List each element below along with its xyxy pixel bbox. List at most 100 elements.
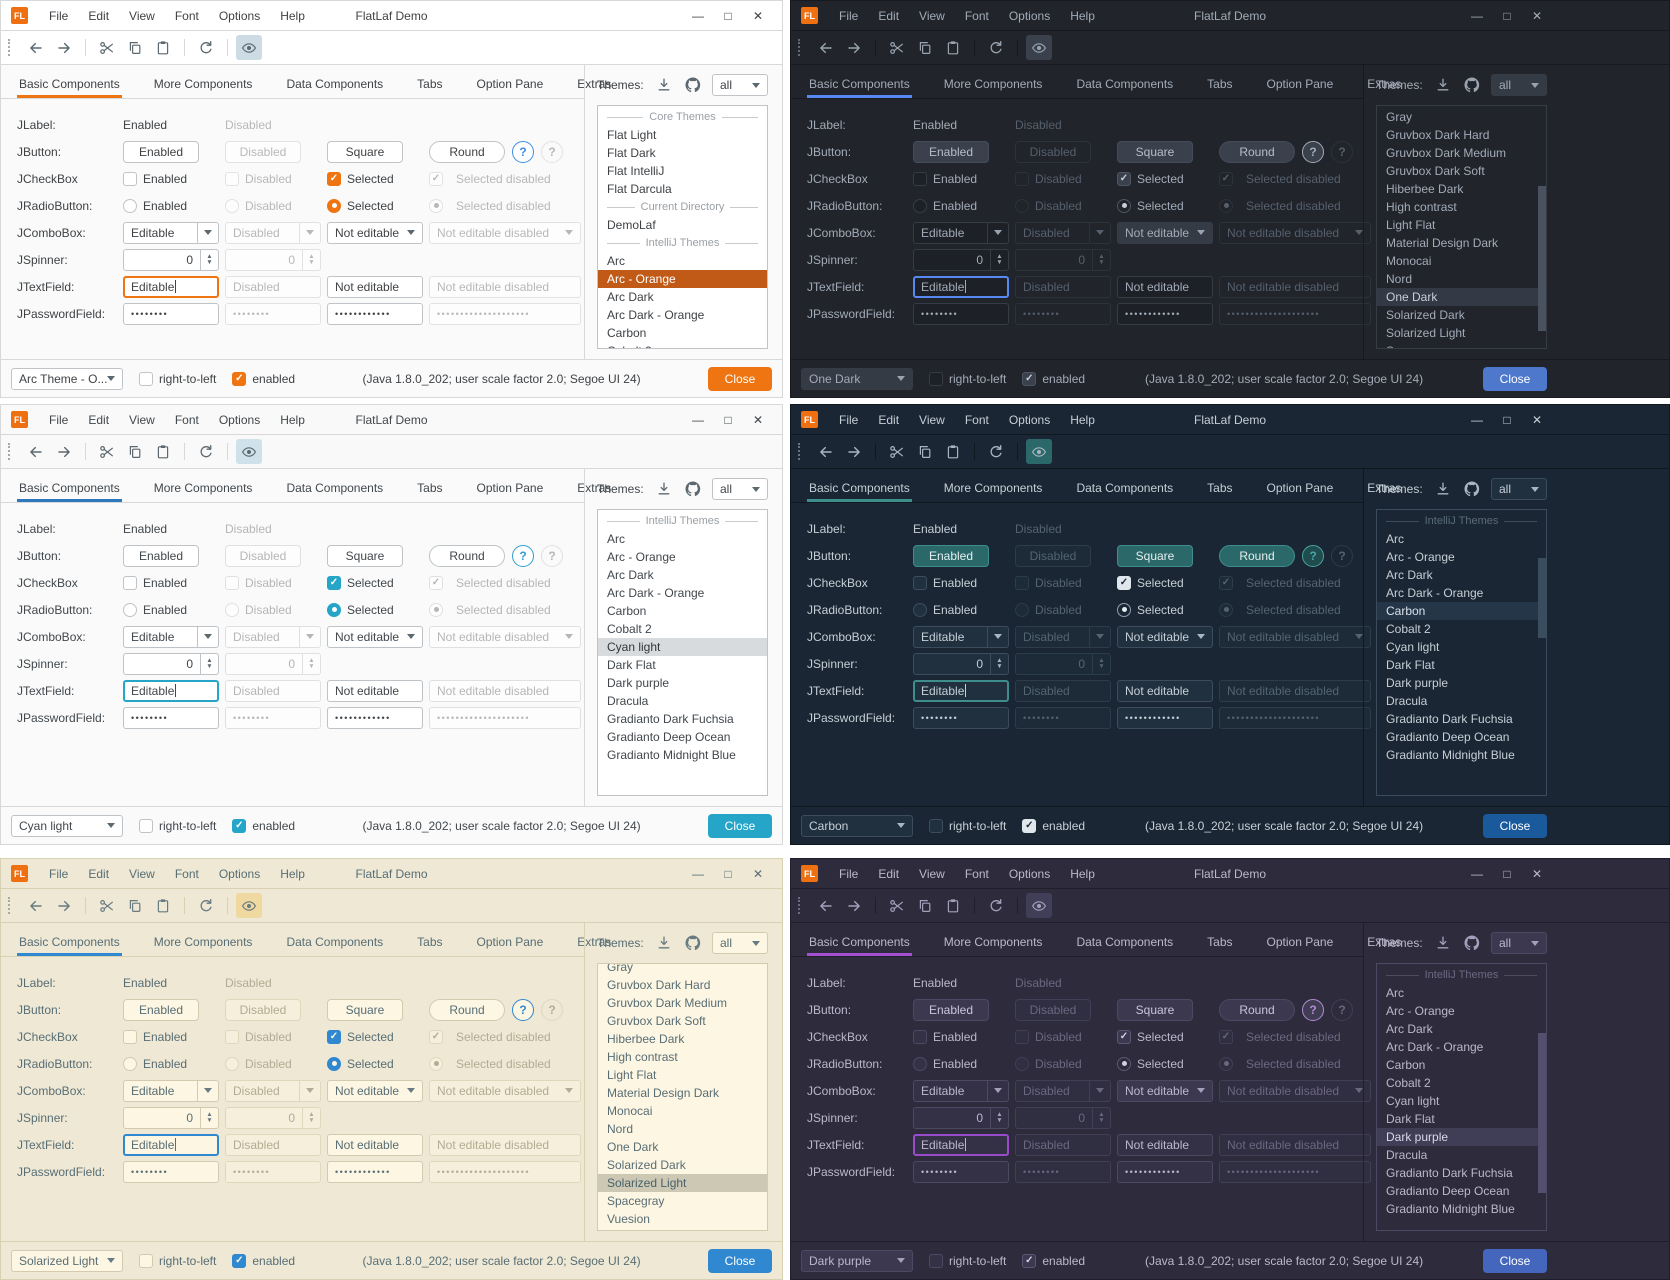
spinner[interactable]: 0 ▲ ▼ <box>913 1106 1009 1129</box>
combobox-not-editable[interactable]: Not editable <box>1117 1079 1213 1102</box>
tab-extras[interactable]: Extras <box>1367 935 1402 949</box>
paste-button[interactable] <box>940 35 966 60</box>
minimize-button[interactable]: — <box>692 866 704 881</box>
close-window-button[interactable]: ✕ <box>752 8 764 23</box>
theme-filter-combo[interactable]: all <box>712 932 768 954</box>
passwordfield-not-editable[interactable]: •••••••••••• <box>1117 706 1213 729</box>
menu-file[interactable]: File <box>49 8 69 23</box>
theme-list-item-gradianto-deep-ocean[interactable]: Gradianto Deep Ocean <box>1386 730 1510 744</box>
copy-button[interactable] <box>912 439 938 464</box>
menu-options[interactable]: Options <box>1008 412 1051 427</box>
menu-options[interactable]: Options <box>218 866 261 881</box>
right-to-left-checkbox[interactable]: right-to-left <box>929 818 1006 833</box>
checkbox-enabled[interactable]: Enabled <box>123 1029 225 1044</box>
eye-toggle-button[interactable] <box>236 893 262 918</box>
back-button[interactable] <box>813 893 839 918</box>
theme-list-item-flat-intellij[interactable]: Flat IntelliJ <box>607 164 665 178</box>
toolbar-grip[interactable] <box>8 897 14 914</box>
theme-list-item-gradianto-deep-ocean[interactable]: Gradianto Deep Ocean <box>607 730 731 744</box>
theme-selector-combo[interactable]: Solarized Light <box>11 1249 123 1272</box>
copy-button[interactable] <box>912 35 938 60</box>
close-button[interactable]: Close <box>708 1248 772 1273</box>
tab-data-components[interactable]: Data Components <box>286 935 384 949</box>
theme-list-item-arc-dark-orange[interactable]: Arc Dark - Orange <box>1386 586 1484 600</box>
theme-list-item-cobalt-2[interactable]: Cobalt 2 <box>1386 622 1431 636</box>
theme-list-item-material-design-dark[interactable]: Material Design Dark <box>607 1086 720 1100</box>
radio-enabled[interactable]: Enabled <box>913 198 1015 213</box>
theme-list-item-spacegray[interactable]: Spacegray <box>607 1194 665 1208</box>
theme-list-item-solarized-dark[interactable]: Solarized Dark <box>607 1158 686 1172</box>
close-button[interactable]: Close <box>1483 366 1547 391</box>
textfield-editable[interactable]: Editable <box>913 1133 1009 1156</box>
github-button[interactable] <box>1462 933 1482 953</box>
tab-more-components[interactable]: More Components <box>943 481 1043 495</box>
tab-more-components[interactable]: More Components <box>153 77 253 91</box>
theme-list-item-arc-orange[interactable]: Arc - Orange <box>1386 550 1455 564</box>
forward-button[interactable] <box>51 439 77 464</box>
menu-edit[interactable]: Edit <box>878 412 900 427</box>
enabled-button[interactable]: Enabled <box>123 140 199 163</box>
close-button[interactable]: Close <box>1483 813 1547 838</box>
menu-view[interactable]: View <box>919 8 945 23</box>
theme-list-item-dark-purple[interactable]: Dark purple <box>607 676 670 690</box>
toolbar-grip[interactable] <box>8 443 14 460</box>
theme-list-item-cobalt-2[interactable]: Cobalt 2 <box>1386 1076 1431 1090</box>
theme-list-item-gradianto-dark-fuchsia[interactable]: Gradianto Dark Fuchsia <box>1386 1166 1513 1180</box>
theme-list-item-flat-light[interactable]: Flat Light <box>607 128 657 142</box>
checkbox-selected[interactable]: Selected <box>1117 575 1219 590</box>
spinner[interactable]: 0 ▲ ▼ <box>913 652 1009 675</box>
minimize-button[interactable]: — <box>1471 866 1483 881</box>
radio-enabled[interactable]: Enabled <box>913 602 1015 617</box>
theme-list-item-gradianto-dark-fuchsia[interactable]: Gradianto Dark Fuchsia <box>607 712 734 726</box>
enabled-checkbox[interactable]: enabled <box>232 818 295 833</box>
tab-tabs[interactable]: Tabs <box>1207 481 1233 495</box>
theme-list-item-gradianto-midnight-blue[interactable]: Gradianto Midnight Blue <box>607 748 736 762</box>
theme-list-item-monocai[interactable]: Monocai <box>607 1104 653 1118</box>
tab-data-components[interactable]: Data Components <box>286 77 384 91</box>
tab-tabs[interactable]: Tabs <box>417 77 443 91</box>
menu-edit[interactable]: Edit <box>88 412 110 427</box>
theme-list-item-arc-dark[interactable]: Arc Dark <box>607 568 654 582</box>
menu-edit[interactable]: Edit <box>88 8 110 23</box>
radio-enabled[interactable]: Enabled <box>123 198 225 213</box>
tab-basic-components[interactable]: Basic Components <box>17 481 122 502</box>
theme-list-item-one-dark[interactable]: One Dark <box>1377 288 1546 306</box>
refresh-button[interactable] <box>193 439 219 464</box>
refresh-button[interactable] <box>983 35 1009 60</box>
theme-filter-combo[interactable]: all <box>712 74 768 96</box>
tab-more-components[interactable]: More Components <box>153 935 253 949</box>
passwordfield-not-editable[interactable]: •••••••••••• <box>327 1160 423 1183</box>
combobox-not-editable[interactable]: Not editable <box>1117 221 1213 244</box>
theme-selector-combo[interactable]: Arc Theme - O... <box>11 367 123 390</box>
menu-font[interactable]: Font <box>174 866 199 881</box>
square-button[interactable]: Square <box>327 998 403 1021</box>
combobox-editable[interactable]: Editable <box>913 625 1009 648</box>
textfield-not-editable[interactable]: Not editable <box>327 275 423 298</box>
spinner[interactable]: 0 ▲ ▼ <box>913 248 1009 271</box>
tab-tabs[interactable]: Tabs <box>417 481 443 495</box>
theme-selector-combo[interactable]: Dark purple <box>801 1249 913 1272</box>
textfield-editable[interactable]: Editable <box>123 679 219 702</box>
theme-list-item-solarized-light[interactable]: Solarized Light <box>598 1174 767 1192</box>
menu-file[interactable]: File <box>839 8 859 23</box>
tab-data-components[interactable]: Data Components <box>1076 77 1174 91</box>
refresh-button[interactable] <box>193 35 219 60</box>
theme-list-item-gradianto-dark-fuchsia[interactable]: Gradianto Dark Fuchsia <box>1386 712 1513 726</box>
spinner-arrows-icon[interactable]: ▲ ▼ <box>200 1107 218 1128</box>
theme-list-item-arc[interactable]: Arc <box>607 532 625 546</box>
theme-list-item-arc-orange[interactable]: Arc - Orange <box>1386 1004 1455 1018</box>
menu-help[interactable]: Help <box>280 412 305 427</box>
theme-filter-combo[interactable]: all <box>1491 932 1547 954</box>
radio-selected[interactable]: Selected <box>1117 1056 1219 1071</box>
cut-button[interactable] <box>884 439 910 464</box>
enabled-checkbox[interactable]: enabled <box>1022 818 1085 833</box>
menu-file[interactable]: File <box>839 866 859 881</box>
square-button[interactable]: Square <box>1117 998 1193 1021</box>
square-button[interactable]: Square <box>1117 140 1193 163</box>
theme-selector-combo[interactable]: Cyan light <box>11 814 123 837</box>
theme-list-item-spacegray[interactable]: Spacegray <box>1377 342 1546 348</box>
checkbox-selected[interactable]: Selected <box>327 1029 429 1044</box>
theme-list-item-arc-dark[interactable]: Arc Dark <box>1386 568 1433 582</box>
tab-option-pane[interactable]: Option Pane <box>476 481 544 495</box>
minimize-button[interactable]: — <box>1471 412 1483 427</box>
